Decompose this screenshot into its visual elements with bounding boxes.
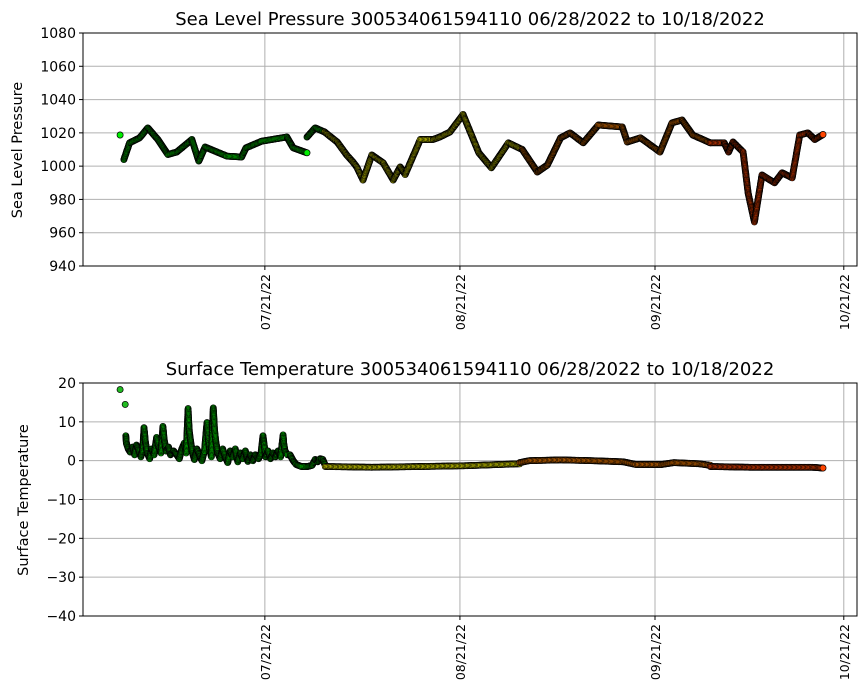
- temperature-plot-area: −40 −30 −20 −10 0 10 20 07/21/22 08/21/22 09/21/2…: [46, 376, 858, 680]
- x-tick-label: 09/21/22: [648, 274, 663, 330]
- series-green-isolated: [116, 131, 124, 139]
- pressure-plot-area: 940 960 980 1000 1020 1040 1060 1080 07/21/22 08/…: [40, 26, 858, 330]
- data-point: [121, 400, 129, 408]
- data-point: [116, 386, 124, 394]
- x-tick-label: 10/21/22: [837, 274, 852, 330]
- series-yellow: [321, 460, 524, 471]
- y-tick-label: 940: [49, 259, 76, 275]
- series-green-b: [303, 124, 329, 141]
- y-tick-label: −40: [46, 609, 76, 625]
- y-tick-label: 20: [58, 376, 76, 392]
- series-green-a: [120, 124, 311, 165]
- chart-title-temperature: Surface Temperature 300534061594110 06/2…: [166, 359, 775, 380]
- y-tick-label: 980: [49, 192, 76, 208]
- x-tick-label: 08/21/22: [453, 624, 468, 680]
- series-green-outliers: [116, 386, 129, 408]
- series-orange: [516, 456, 714, 469]
- x-tick-label: 07/21/22: [258, 274, 273, 330]
- series-red-orange: [706, 463, 827, 472]
- y-axis-label-pressure: Sea Level Pressure: [10, 82, 26, 218]
- x-tick-label: 07/21/22: [258, 624, 273, 680]
- x-tick-label: 08/21/22: [453, 274, 468, 330]
- series-yellow: [321, 111, 526, 184]
- series-green: [122, 404, 329, 470]
- y-tick-label: −30: [46, 570, 76, 586]
- y-tick-label: 1060: [40, 59, 76, 75]
- x-tick-label: 10/21/22: [837, 624, 852, 680]
- y-tick-label: 10: [58, 415, 76, 431]
- data-point: [303, 149, 311, 157]
- chart-title-pressure: Sea Level Pressure 300534061594110 06/28…: [175, 9, 765, 30]
- y-tick-label: 1020: [40, 126, 76, 142]
- series-orange: [518, 116, 714, 176]
- y-tick-label: 1000: [40, 159, 76, 175]
- y-tick-label: 1040: [40, 93, 76, 109]
- data-point: [819, 131, 827, 138]
- axes-frame: [82, 32, 858, 267]
- data-point: [819, 464, 827, 472]
- x-tick-label: 09/21/22: [648, 624, 663, 680]
- series-red-orange: [706, 129, 827, 226]
- y-tick-label: 1080: [40, 26, 76, 42]
- data-point: [116, 131, 124, 139]
- y-axis-label-temperature: Surface Temperature: [16, 424, 32, 576]
- axes-frame: [82, 382, 858, 617]
- y-tick-label: 960: [49, 226, 76, 242]
- y-tick-label: −20: [46, 531, 76, 547]
- y-tick-label: 0: [67, 454, 76, 470]
- y-tick-label: −10: [46, 493, 76, 509]
